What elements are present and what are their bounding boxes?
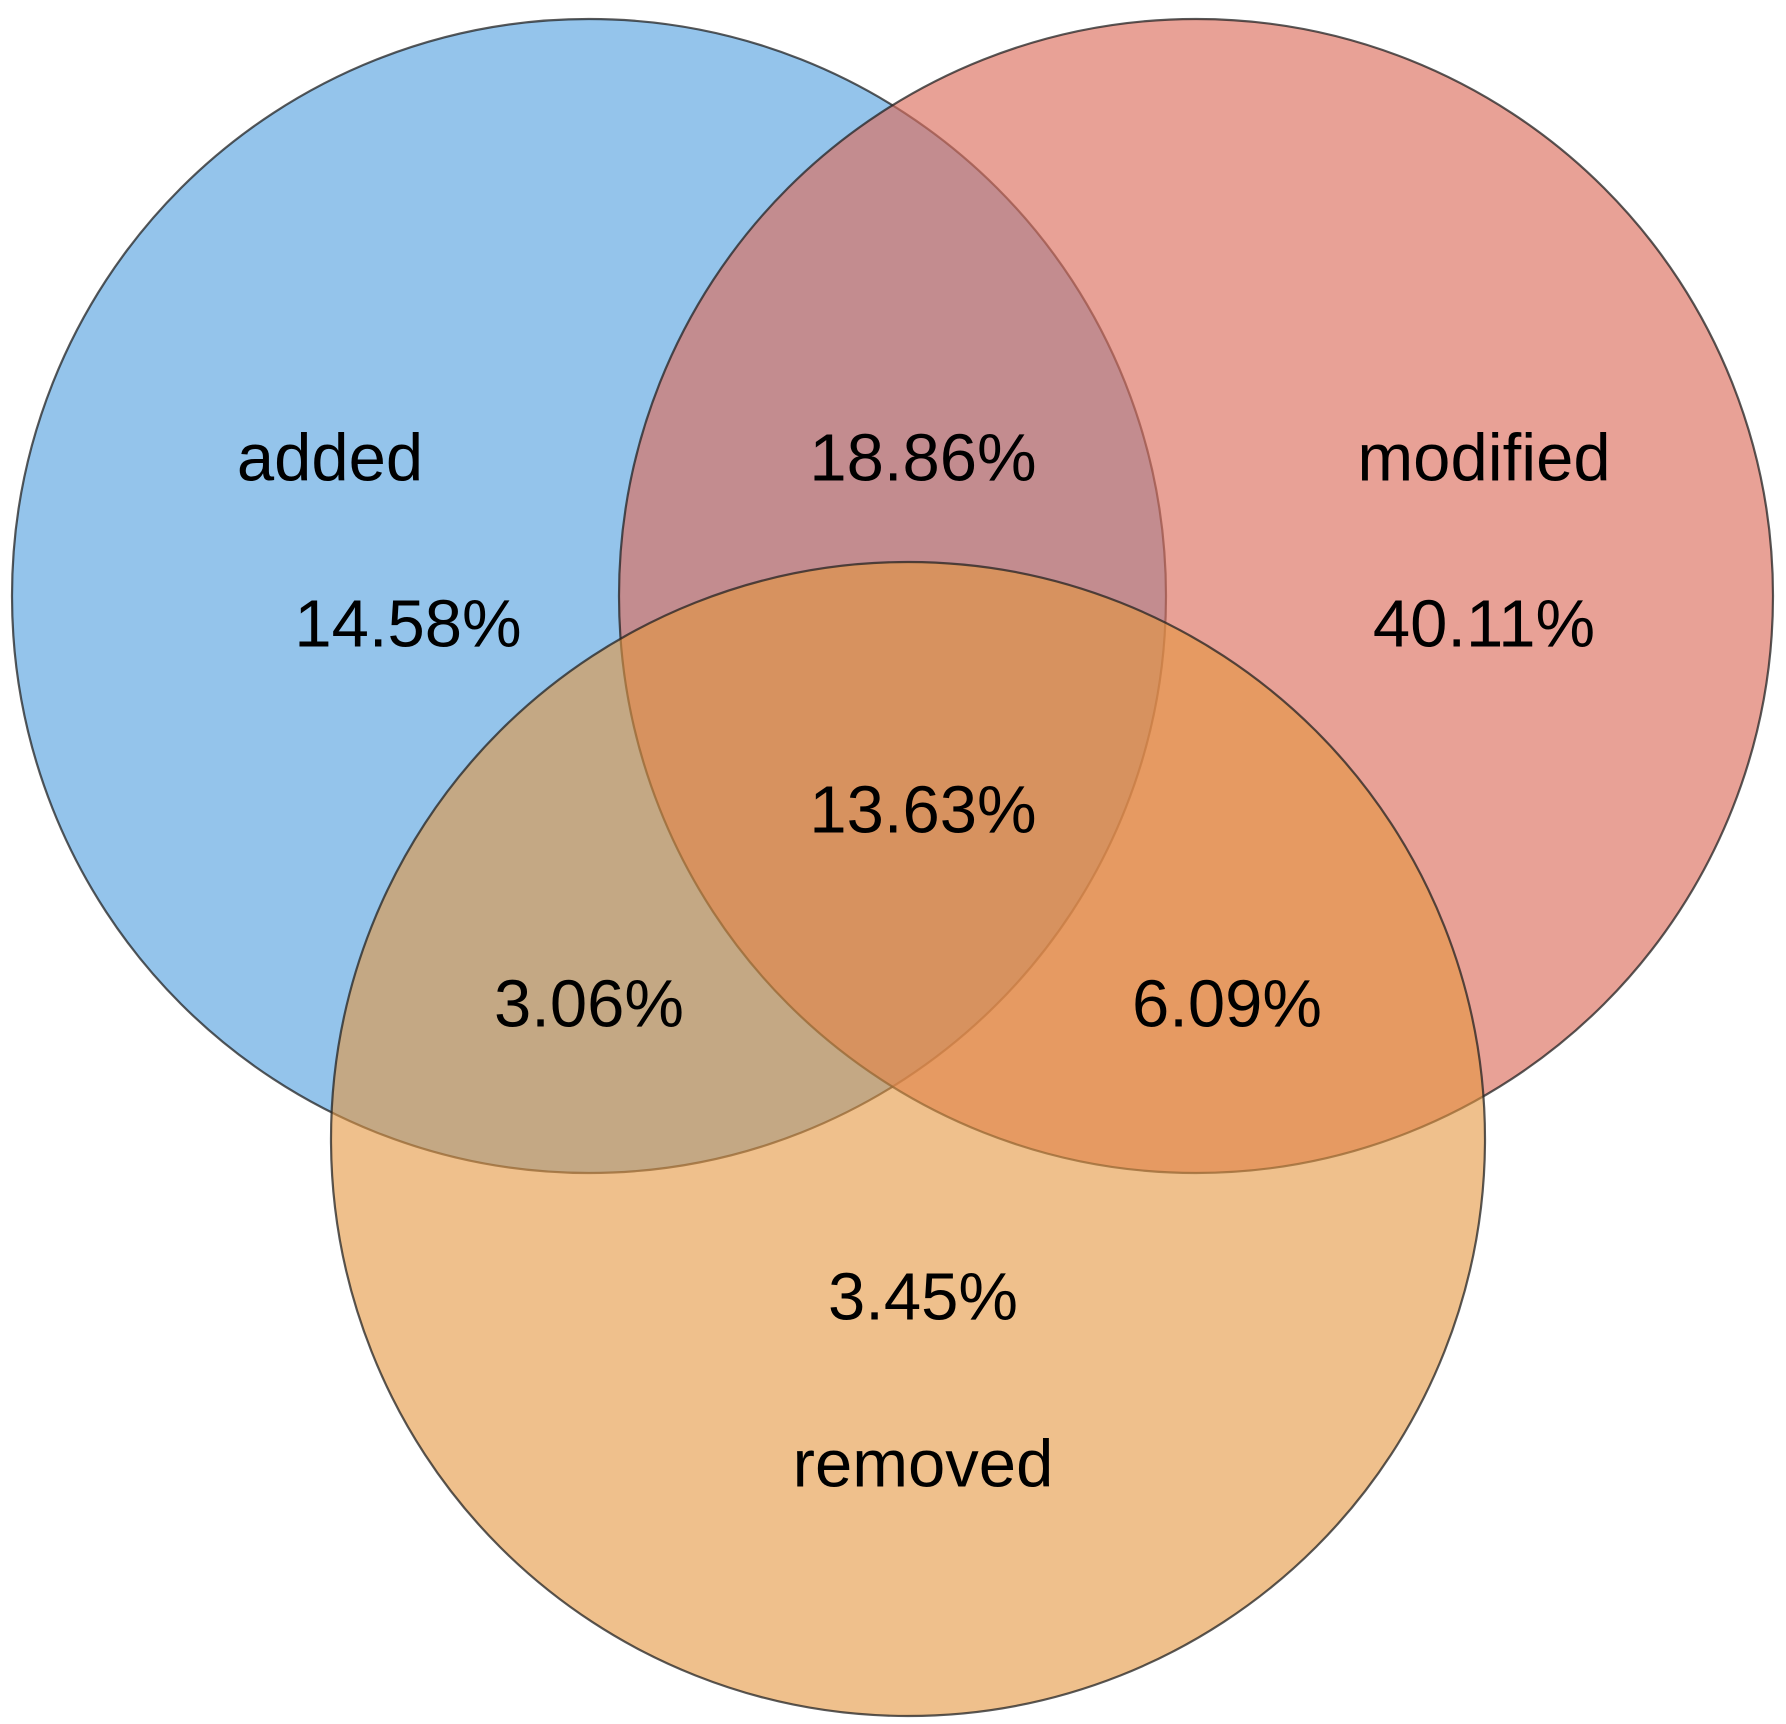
- region-label-added-only: 14.58%: [294, 587, 521, 662]
- set-label-removed: removed: [793, 1427, 1054, 1502]
- region-label-removed-only: 3.45%: [828, 1260, 1018, 1335]
- circle-removed: [329, 560, 1487, 1718]
- region-label-added-removed: 3.06%: [494, 967, 684, 1042]
- region-label-all-three: 13.63%: [809, 773, 1036, 848]
- region-label-added-modified: 18.86%: [809, 421, 1036, 496]
- set-label-added: added: [237, 421, 423, 496]
- region-label-modified-removed: 6.09%: [1132, 967, 1322, 1042]
- circles-layer: [10, 17, 1775, 1718]
- set-label-modified: modified: [1357, 421, 1610, 496]
- region-label-modified-only: 40.11%: [1373, 587, 1595, 662]
- labels-layer: added modified removed 14.58% 40.11% 3.4…: [237, 421, 1611, 1502]
